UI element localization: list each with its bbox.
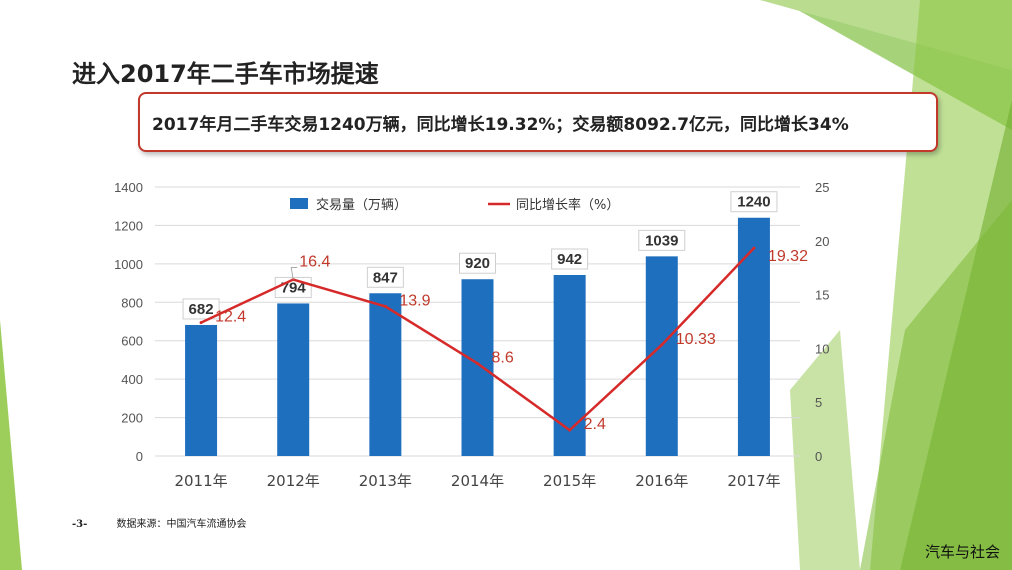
growth-value-label: 19.32 xyxy=(768,248,808,265)
right-tick-label: 20 xyxy=(815,234,829,249)
x-tick-label: 2013年 xyxy=(359,472,412,490)
summary-text: 2017年月二手车交易1240万辆，同比增长19.32%；交易额8092.7亿元… xyxy=(152,114,849,135)
left-tick-label: 0 xyxy=(136,449,143,464)
label-leader-line xyxy=(290,267,298,280)
growth-value-label: 12.4 xyxy=(215,309,246,326)
bar-value-label: 1039 xyxy=(645,232,678,249)
bar xyxy=(185,324,218,456)
bar-value-box xyxy=(182,298,220,320)
x-tick-label: 2014年 xyxy=(451,472,504,490)
x-tick-label: 2012年 xyxy=(267,472,320,490)
left-tick-label: 800 xyxy=(121,295,143,310)
x-tick-label: 2017年 xyxy=(727,472,780,490)
left-tick-label: 600 xyxy=(121,334,143,349)
growth-point xyxy=(383,304,387,308)
bar xyxy=(553,275,586,456)
x-tick-label: 2016年 xyxy=(635,472,688,490)
growth-point xyxy=(752,246,756,250)
bar xyxy=(277,303,310,456)
growth-value-label: 13.9 xyxy=(399,292,430,309)
bar-value-box xyxy=(730,191,778,213)
growth-value-label: 8.6 xyxy=(492,349,514,366)
right-tick-label: 5 xyxy=(815,395,822,410)
watermark: 汽车与社会 xyxy=(924,543,1000,561)
source-text: 数据来源：中国汽车流通协会 xyxy=(116,519,247,530)
right-tick-label: 15 xyxy=(815,288,829,303)
legend-label: 交易量（万辆） xyxy=(316,197,407,213)
page-title: 进入2017年二手车市场提速 xyxy=(72,60,379,88)
bar-value-box xyxy=(459,252,496,274)
bar-value-label: 920 xyxy=(465,255,490,272)
source-note: -3- 数据来源：中国汽车流通协会 xyxy=(72,515,246,530)
legend-label: 同比增长率（%） xyxy=(516,197,619,213)
x-tick-label: 2015年 xyxy=(543,472,596,490)
growth-value-label: 10.33 xyxy=(676,331,716,348)
x-tick-label: 2011年 xyxy=(174,472,227,490)
growth-point xyxy=(199,321,203,325)
left-tick-label: 400 xyxy=(121,372,143,387)
growth-point xyxy=(476,361,479,365)
bar-value-box xyxy=(551,248,589,270)
growth-value-label: 16.4 xyxy=(299,254,330,271)
left-tick-label: 200 xyxy=(121,411,143,426)
growth-point xyxy=(568,428,572,432)
left-tick-label: 1200 xyxy=(114,218,143,233)
bar xyxy=(461,279,494,456)
bar-value-label: 942 xyxy=(557,251,582,268)
page-number: -3- xyxy=(72,519,88,530)
left-tick-label: 1000 xyxy=(114,257,143,272)
bar-value-box xyxy=(638,229,686,251)
bar-value-label: 1240 xyxy=(737,194,770,211)
summary-callout: 2017年月二手车交易1240万辆，同比增长19.32%；交易额8092.7亿元… xyxy=(138,92,938,152)
bar xyxy=(369,293,402,456)
left-tick-label: 1400 xyxy=(114,180,143,195)
bar-value-label: 847 xyxy=(373,269,398,286)
legend-swatch-bar xyxy=(290,198,308,209)
growth-value-label: 2.4 xyxy=(584,416,606,433)
right-tick-label: 25 xyxy=(815,180,829,195)
right-tick-label: 0 xyxy=(815,449,822,464)
growth-point xyxy=(660,343,664,347)
bar xyxy=(737,217,770,456)
right-tick-label: 10 xyxy=(815,341,829,356)
bar-value-label: 682 xyxy=(189,301,214,318)
bar-value-box xyxy=(366,266,404,288)
